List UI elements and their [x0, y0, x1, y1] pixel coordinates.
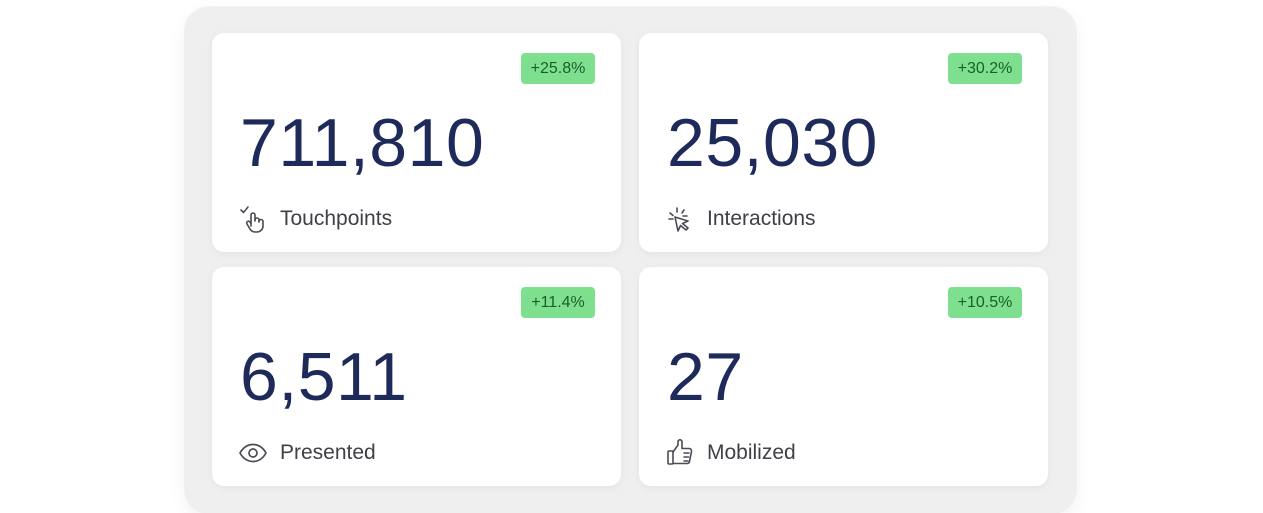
- metric-label: Mobilized: [707, 441, 796, 464]
- growth-badge: +25.8%: [521, 53, 595, 84]
- metric-label-row: Touchpoints: [238, 203, 392, 235]
- growth-badge: +11.4%: [521, 287, 595, 318]
- metric-value: 6,511: [240, 339, 408, 415]
- metric-value: 27: [667, 339, 744, 415]
- metric-card-presented: +11.4% 6,511 Presented: [212, 267, 621, 486]
- touch-gesture-icon: [238, 204, 268, 234]
- metric-label: Interactions: [707, 207, 816, 230]
- metric-card-mobilized: +10.5% 27 Mobilized: [639, 267, 1048, 486]
- metric-value: 711,810: [240, 105, 485, 181]
- eye-icon: [238, 438, 268, 468]
- metric-label-row: Interactions: [665, 203, 816, 235]
- metric-label: Presented: [280, 441, 376, 464]
- metric-label-row: Presented: [238, 437, 376, 469]
- growth-badge: +30.2%: [948, 53, 1022, 84]
- metric-value: 25,030: [667, 105, 878, 181]
- thumbs-up-icon: [665, 438, 695, 468]
- click-burst-icon: [665, 204, 695, 234]
- metric-card-touchpoints: +25.8% 711,810 Touchpoints: [212, 33, 621, 252]
- metrics-panel: +25.8% 711,810 Touchpoints +30.2% 25,030: [185, 7, 1076, 513]
- metric-label: Touchpoints: [280, 207, 393, 230]
- growth-badge: +10.5%: [948, 287, 1022, 318]
- metric-label-row: Mobilized: [665, 437, 796, 469]
- metric-card-interactions: +30.2% 25,030 Interactions: [639, 33, 1048, 252]
